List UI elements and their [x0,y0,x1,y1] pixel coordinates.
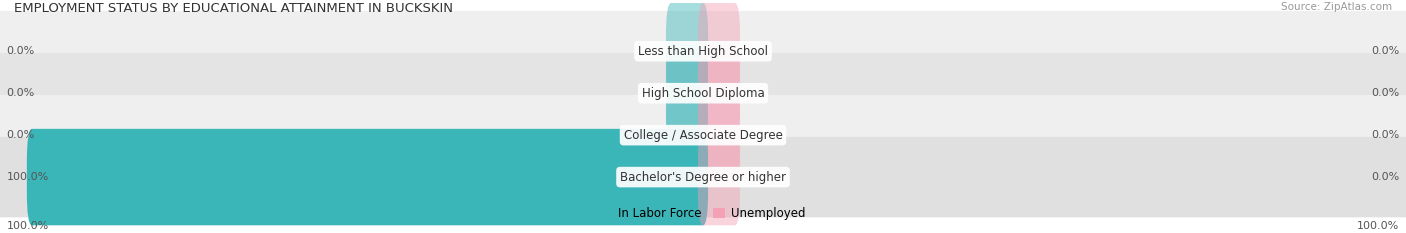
FancyBboxPatch shape [0,53,1406,134]
Text: Bachelor's Degree or higher: Bachelor's Degree or higher [620,171,786,184]
Text: 0.0%: 0.0% [7,88,35,98]
FancyBboxPatch shape [0,11,1406,92]
Text: 0.0%: 0.0% [7,130,35,140]
Text: 0.0%: 0.0% [1371,130,1399,140]
Text: 0.0%: 0.0% [1371,46,1399,56]
FancyBboxPatch shape [666,87,709,183]
Text: 100.0%: 100.0% [7,172,49,182]
Text: 0.0%: 0.0% [7,46,35,56]
FancyBboxPatch shape [697,3,740,99]
Text: Less than High School: Less than High School [638,45,768,58]
Text: 100.0%: 100.0% [7,221,49,231]
Text: 0.0%: 0.0% [1371,88,1399,98]
Text: 100.0%: 100.0% [1357,221,1399,231]
FancyBboxPatch shape [0,137,1406,217]
FancyBboxPatch shape [27,129,709,225]
FancyBboxPatch shape [666,45,709,141]
FancyBboxPatch shape [666,3,709,99]
Text: High School Diploma: High School Diploma [641,87,765,100]
Text: Source: ZipAtlas.com: Source: ZipAtlas.com [1281,2,1392,12]
FancyBboxPatch shape [697,87,740,183]
FancyBboxPatch shape [697,45,740,141]
Text: 0.0%: 0.0% [1371,172,1399,182]
Legend: In Labor Force, Unemployed: In Labor Force, Unemployed [596,202,810,225]
Text: College / Associate Degree: College / Associate Degree [624,129,782,142]
Text: EMPLOYMENT STATUS BY EDUCATIONAL ATTAINMENT IN BUCKSKIN: EMPLOYMENT STATUS BY EDUCATIONAL ATTAINM… [14,2,453,15]
FancyBboxPatch shape [0,95,1406,175]
FancyBboxPatch shape [697,129,740,225]
